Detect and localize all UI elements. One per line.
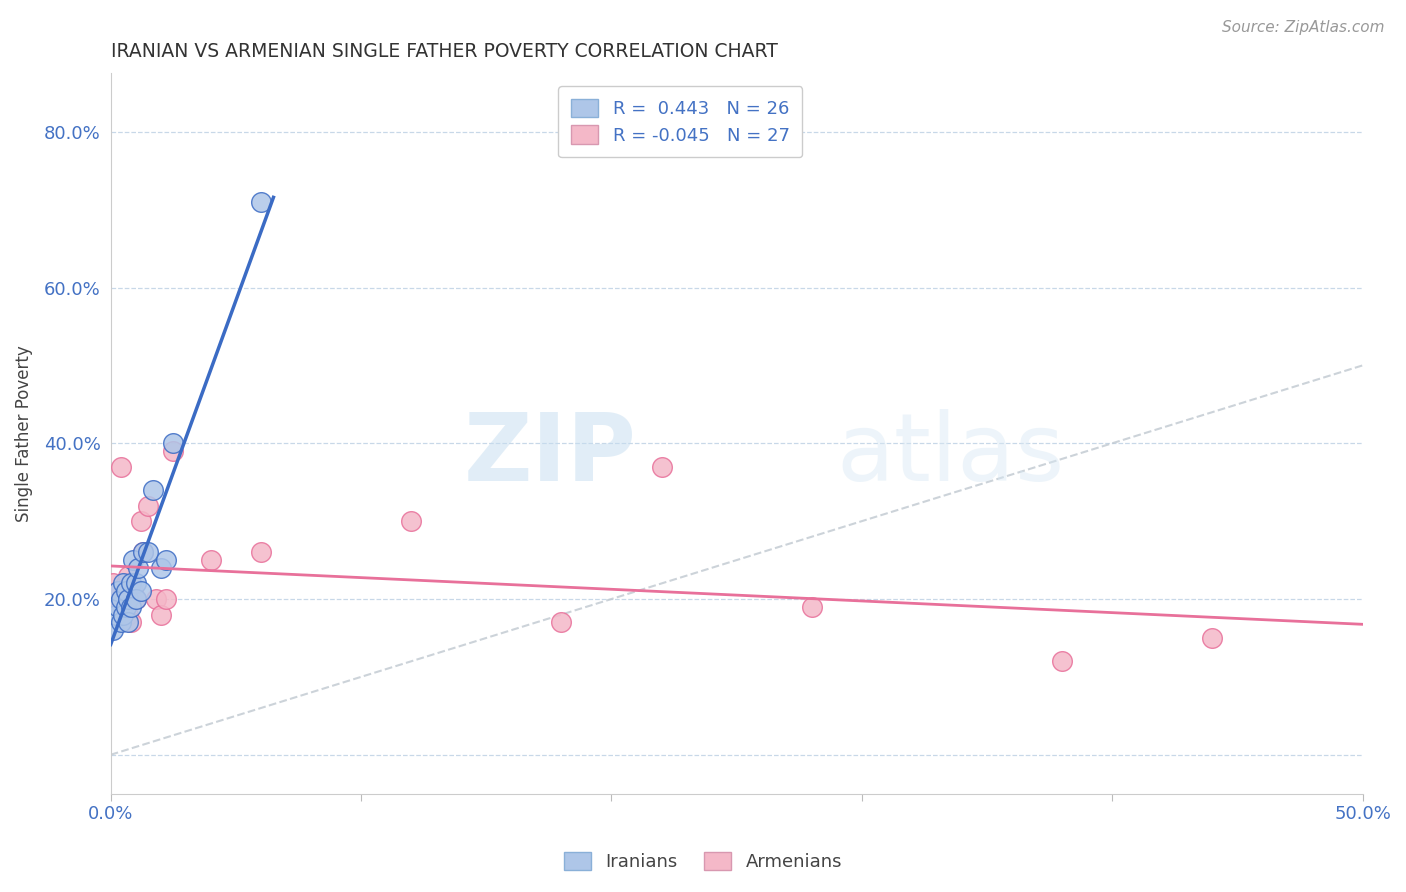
Point (125, 592, 148, 607)
Point (136, 545, 159, 559)
Point (110, 599, 132, 614)
Legend: Iranians, Armenians: Iranians, Armenians (557, 845, 849, 879)
Point (136, 499, 159, 513)
Point (125, 576, 148, 591)
Point (107, 584, 129, 599)
Point (103, 576, 125, 591)
Point (132, 545, 155, 559)
Point (149, 607, 172, 622)
Point (125, 592, 148, 607)
Point (399, 514, 422, 528)
Point (155, 592, 177, 607)
Point (200, 553, 222, 567)
Point (800, 599, 823, 614)
Point (117, 607, 139, 622)
Point (129, 584, 152, 599)
Point (132, 545, 155, 559)
Point (112, 592, 135, 607)
Point (129, 514, 152, 528)
Point (122, 584, 145, 599)
Point (104, 607, 127, 622)
Point (162, 436, 184, 450)
Text: ZIP: ZIP (464, 409, 637, 501)
Y-axis label: Single Father Poverty: Single Father Poverty (15, 345, 32, 522)
Point (107, 584, 129, 599)
Point (145, 592, 167, 607)
Point (104, 592, 127, 607)
Text: IRANIAN VS ARMENIAN SINGLE FATHER POVERTY CORRELATION CHART: IRANIAN VS ARMENIAN SINGLE FATHER POVERT… (111, 42, 778, 61)
Point (110, 615, 132, 630)
Point (120, 599, 142, 614)
Point (114, 599, 136, 614)
Point (155, 553, 177, 567)
Point (1050, 654, 1073, 668)
Point (114, 584, 136, 599)
Text: Source: ZipAtlas.com: Source: ZipAtlas.com (1222, 20, 1385, 35)
Point (112, 607, 135, 622)
Point (117, 568, 139, 582)
Point (127, 561, 149, 575)
Point (250, 194, 273, 209)
Point (110, 459, 132, 474)
Point (142, 483, 165, 497)
Point (117, 615, 139, 630)
Point (103, 623, 125, 637)
Point (149, 561, 172, 575)
Point (122, 553, 145, 567)
Point (117, 592, 139, 607)
Point (162, 444, 184, 458)
Text: atlas: atlas (837, 409, 1064, 501)
Point (120, 615, 142, 630)
Point (1201, 631, 1223, 645)
Point (114, 576, 136, 591)
Point (550, 615, 572, 630)
Point (107, 599, 129, 614)
Point (112, 576, 135, 591)
Point (651, 459, 673, 474)
Legend: R =  0.443   N = 26, R = -0.045   N = 27: R = 0.443 N = 26, R = -0.045 N = 27 (558, 86, 803, 157)
Point (250, 545, 273, 559)
Point (120, 576, 142, 591)
Point (110, 592, 132, 607)
